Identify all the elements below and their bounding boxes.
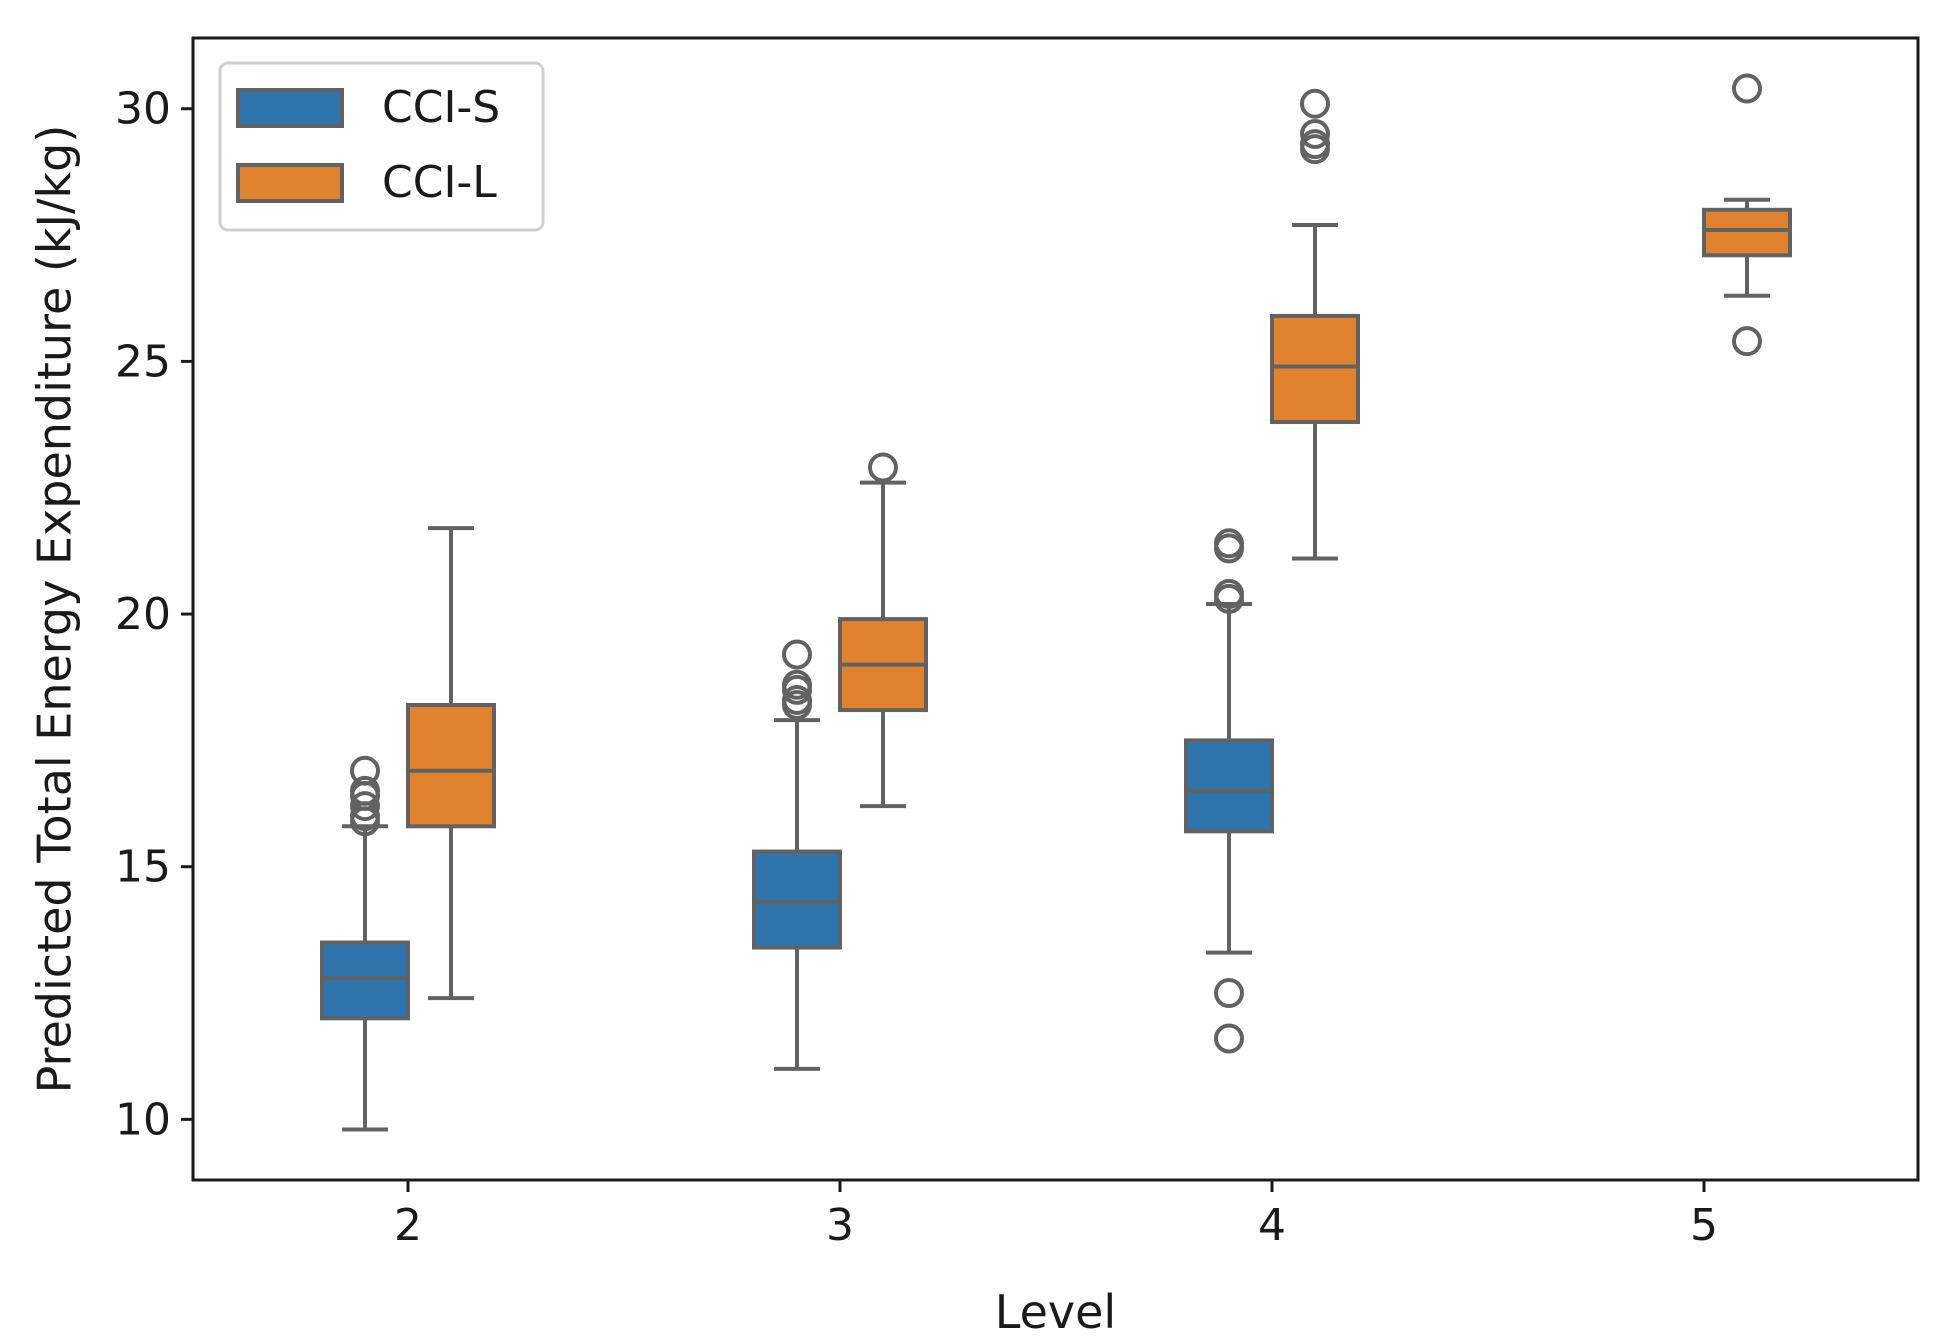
outlier-point [350, 791, 380, 822]
y-tick-label: 10 [115, 1094, 171, 1145]
legend-label: CCI-L [382, 157, 497, 208]
plot-marks [320, 73, 1792, 1132]
outlier-point [1300, 119, 1330, 150]
box-cci-s-level-3 [752, 639, 842, 1071]
y-tick-label: 20 [115, 589, 171, 640]
y-axis-label: Predicted Total Energy Expenditure (kJ/k… [28, 125, 82, 1094]
iqr-box [1270, 313, 1360, 425]
x-tick-label: 5 [1690, 1200, 1718, 1251]
outlier-point [1732, 326, 1762, 357]
outlier-point [1214, 978, 1244, 1009]
outlier-point [1732, 73, 1762, 104]
outlier-point [868, 452, 898, 483]
outlier-point [1214, 1023, 1244, 1054]
outlier-point [1300, 88, 1330, 119]
iqr-box [1702, 207, 1792, 258]
x-tick-label: 4 [1258, 1200, 1286, 1251]
box-cci-l-level-4 [1270, 88, 1360, 561]
x-axis-label: Level [995, 1285, 1116, 1339]
axes: 2 3 4 5 10 15 20 25 30 [115, 84, 1718, 1251]
y-tick-label: 15 [115, 842, 171, 893]
plot-frame [191, 36, 1920, 1182]
legend-swatch [236, 163, 344, 203]
x-tick-label: 3 [826, 1200, 854, 1251]
legend: CCI-S CCI-L [218, 61, 545, 232]
box-cci-l-level-5 [1702, 73, 1792, 357]
iqr-box [1184, 738, 1274, 834]
box-cci-s-level-4 [1184, 528, 1274, 1054]
legend-swatch [236, 88, 344, 128]
box-cci-l-level-2 [406, 526, 496, 1001]
y-tick-label: 30 [115, 84, 171, 135]
outlier-point [1300, 129, 1330, 160]
outlier-point [782, 639, 812, 670]
outlier-point [350, 755, 380, 786]
iqr-box [752, 849, 842, 950]
y-tick-label: 25 [115, 336, 171, 387]
legend-label: CCI-S [382, 82, 500, 133]
box-cci-s-level-2 [320, 755, 410, 1132]
iqr-box [406, 703, 496, 829]
outlier-point [350, 775, 380, 806]
x-tick-label: 2 [394, 1200, 422, 1251]
outlier-point [1214, 528, 1244, 559]
box-cci-l-level-3 [838, 452, 928, 809]
outlier-point [782, 669, 812, 700]
outlier-point [1214, 578, 1244, 609]
outlier-point [782, 684, 812, 715]
iqr-box [320, 940, 410, 1021]
